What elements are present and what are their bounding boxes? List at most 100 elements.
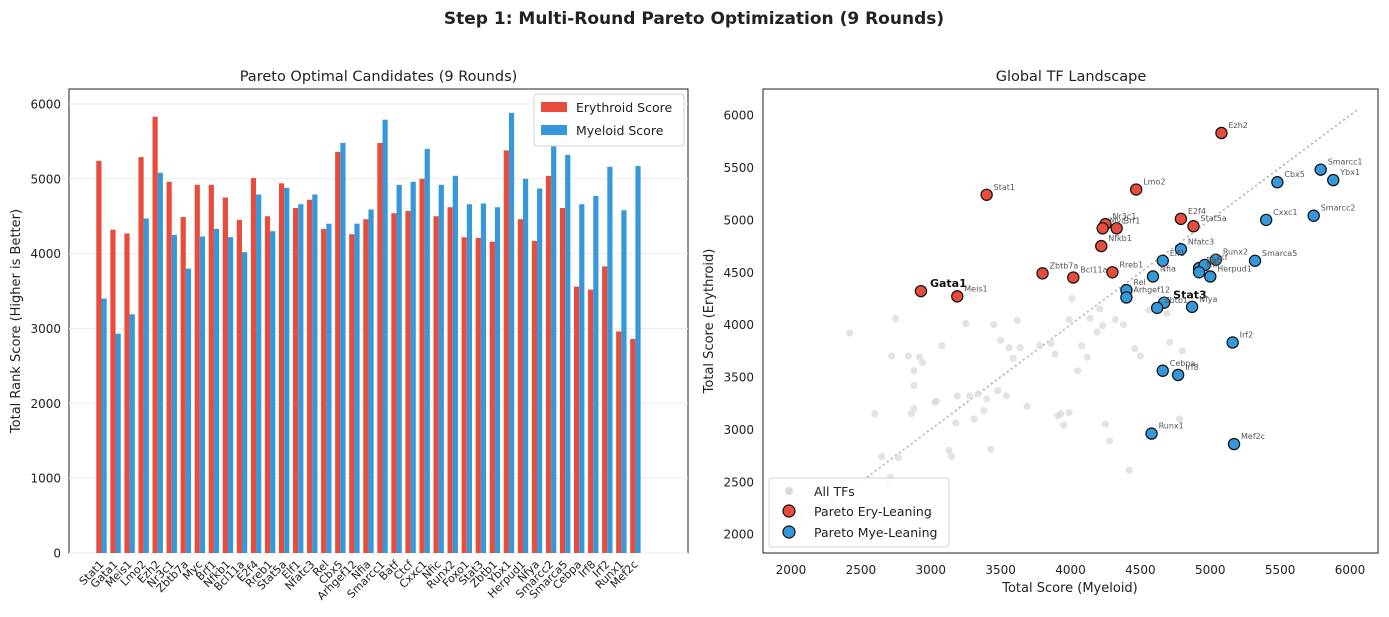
scatter-point-all-tfs <box>1131 345 1139 353</box>
scatter-chart-title: Global TF Landscape <box>996 69 1147 85</box>
scatter-label-meis1: Meis1 <box>964 284 987 293</box>
scatter-label-ctcf: Ctcf <box>1212 253 1228 262</box>
scatter-point-all-tfs <box>994 387 1002 395</box>
bar-chart-y-axis-label: Total Rank Score (Higher is Better) <box>9 209 24 434</box>
bar-erythroid-ezh2 <box>152 116 158 554</box>
scatter-label-nr3c1: Nr3c1 <box>1112 212 1136 221</box>
scatter-point-all-tfs <box>1023 402 1031 410</box>
scatter-x-tick-label: 4000 <box>1055 563 1086 577</box>
scatter-point-all-tfs <box>871 410 879 418</box>
bar-myeloid-batf <box>396 184 402 553</box>
scatter-x-tick-label: 5500 <box>1265 563 1296 577</box>
bar-erythroid-runx1 <box>616 331 622 553</box>
scatter-point-ery-e2f4 <box>1174 212 1188 226</box>
scatter-x-tick-label: 3000 <box>915 563 946 577</box>
bar-myeloid-irf2 <box>607 166 613 553</box>
scatter-point-all-tfs <box>918 358 926 366</box>
bar-myeloid-rel <box>326 223 332 554</box>
scatter-label-nfatc3: Nfatc3 <box>1188 237 1214 246</box>
scatter-y-tick-labels: 2000 2500 3000 3500 4000 4500 5000 5500 6000 <box>723 109 754 542</box>
scatter-ery-leaning-points <box>914 126 1228 303</box>
scatter-label-ezh2: Ezh2 <box>1228 121 1247 130</box>
bar-erythroid-irf2 <box>602 266 608 553</box>
bar-erythroid-nr3c1 <box>166 181 172 554</box>
bar-erythroid-smarca5 <box>559 207 566 554</box>
scatter-point-ery-bcl11a <box>1067 271 1080 284</box>
scatter-point-all-tfs <box>1005 344 1013 352</box>
scatter-label-nfia: Nfia <box>1160 264 1176 273</box>
scatter-point-all-tfs <box>983 395 991 403</box>
scatter-label-rel: Rel <box>1133 278 1145 287</box>
scatter-point-all-tfs <box>1068 294 1076 303</box>
scatter-point-mye-arhgef12 <box>1120 291 1133 304</box>
scatter-point-ery-gata1 <box>914 284 928 298</box>
scatter-label-stat3: Stat3 <box>1173 289 1207 302</box>
scatter-label-elf1: Elf1 <box>1170 249 1185 258</box>
scatter-legend-label-ery: Pareto Ery-Leaning <box>814 504 932 519</box>
bar-erythroid-rreb1 <box>264 216 271 553</box>
scatter-label-zbtb7a: Zbtb7a <box>1050 261 1079 270</box>
bar-erythroid-bcl11a <box>236 219 242 553</box>
scatter-x-tick-label: 2000 <box>776 563 807 577</box>
scatter-point-mye-nfatc3 <box>1174 243 1188 256</box>
bar-myeloid-elf1 <box>298 204 304 553</box>
scatter-y-tick-label: 3000 <box>723 423 754 437</box>
scatter-point-all-tfs <box>1096 305 1104 313</box>
scatter-point-mye-elf1 <box>1156 254 1169 267</box>
scatter-point-ery-zbtb7a <box>1036 267 1049 280</box>
scatter-legend-label-mye: Pareto Mye-Leaning <box>814 525 937 540</box>
scatter-point-all-tfs <box>1057 410 1065 418</box>
bar-myeloid-mef2c <box>635 166 641 554</box>
scatter-point-ery-lmo2 <box>1129 183 1143 196</box>
scatter-point-all-tfs <box>945 446 953 454</box>
scatter-point-all-tfs <box>974 390 982 398</box>
scatter-point-ery-myc <box>1096 222 1109 235</box>
scatter-point-all-tfs <box>962 320 970 328</box>
bar-erythroid-zbtb1 <box>489 241 495 554</box>
scatter-label-arhgef12: Arhgef12 <box>1133 285 1170 294</box>
scatter-point-all-tfs <box>1175 415 1184 423</box>
bar-myeloid-lmo2 <box>143 218 149 554</box>
bar-y-tick-label: 0 <box>53 547 61 561</box>
scatter-label-irf2: Irf2 <box>1240 330 1254 339</box>
bar-erythroid-rel <box>321 228 327 554</box>
scatter-x-tick-label: 3500 <box>985 563 1016 577</box>
bar-erythroid-elf1 <box>293 207 299 554</box>
scatter-label-mef2c: Mef2c <box>1241 432 1265 441</box>
scatter-point-all-tfs <box>1163 309 1171 317</box>
bar-y-tick-label: 4000 <box>30 247 61 261</box>
scatter-point-all-tfs <box>1178 347 1186 355</box>
bar-erythroid-irf8 <box>588 289 594 553</box>
bar-myeloid-cebpa <box>579 204 585 553</box>
scatter-point-mye-cxxc1 <box>1259 213 1273 227</box>
bar-erythroid-cxxc1 <box>419 178 425 553</box>
bar-erythroid-smarcc1 <box>377 142 383 554</box>
scatter-label-stat1: Stat1 <box>994 183 1015 192</box>
bar-myeloid-e2f4 <box>256 194 262 553</box>
bar-chart-y-tick-labels: 0 1000 2000 3000 4000 5000 6000 <box>30 97 61 560</box>
bar-erythroid-ctcf <box>405 210 411 553</box>
bar-y-tick-label: 1000 <box>30 472 61 486</box>
scatter-point-all-tfs <box>948 453 956 461</box>
scatter-point-mye-herpud1 <box>1204 270 1217 283</box>
bar-chart-legend: Erythroid Score Myeloid Score <box>533 93 685 147</box>
scatter-point-all-tfs <box>1093 328 1101 336</box>
scatter-point-all-tfs <box>878 453 886 461</box>
bar-myeloid-herpud1 <box>523 178 529 553</box>
scatter-mye-leaning-points <box>1120 163 1340 451</box>
scatter-label-bcl11a: Bcl11a <box>1080 266 1107 275</box>
bar-erythroid-runx2 <box>447 207 453 553</box>
scatter-point-all-tfs <box>990 321 998 329</box>
figure-suptitle: Step 1: Multi-Round Pareto Optimization … <box>444 9 944 29</box>
bar-myeloid-myc <box>199 236 206 553</box>
bar-myeloid-ctcf <box>410 181 416 554</box>
scatter-label-irf8: Irf8 <box>1185 363 1199 372</box>
scatter-y-tick-label: 2500 <box>723 475 754 489</box>
bar-myeloid-gata1 <box>115 333 121 553</box>
scatter-point-all-tfs <box>1099 322 1107 330</box>
scatter-label-nfkb1: Nfkb1 <box>1108 234 1132 243</box>
scatter-point-mye-smarcc2 <box>1307 209 1320 222</box>
bar-y-tick-label: 6000 <box>30 97 61 111</box>
scatter-y-axis-label: Total Score (Erythroid) <box>702 249 717 395</box>
